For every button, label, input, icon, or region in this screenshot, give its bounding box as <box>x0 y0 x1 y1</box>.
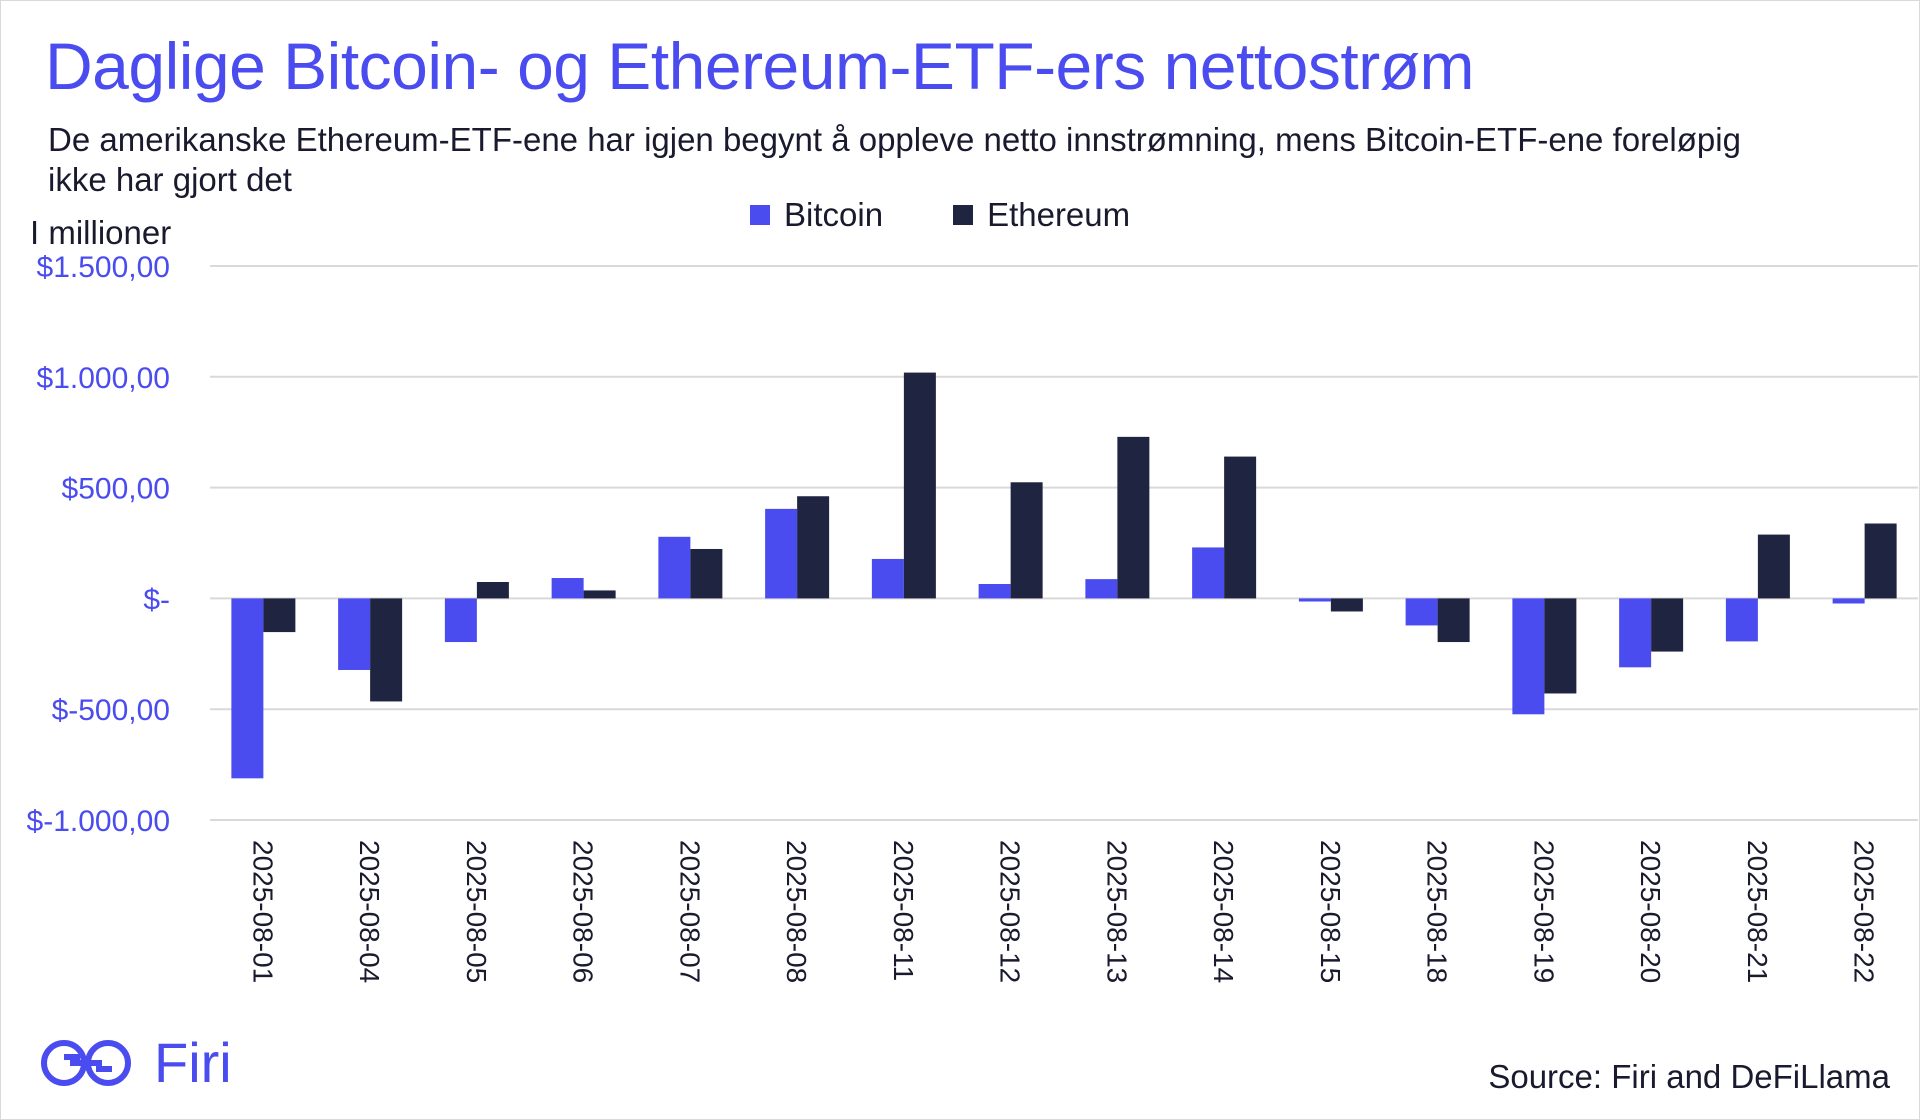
bar-ethereum-2025-08-18 <box>1437 598 1470 643</box>
bar-ethereum-2025-08-04 <box>370 598 403 702</box>
bar-bitcoin-2025-08-22 <box>1832 598 1865 604</box>
bar-bitcoin-2025-08-20 <box>1619 598 1652 668</box>
x-tick-label: 2025-08-04 <box>354 840 385 983</box>
bar-ethereum-2025-08-05 <box>476 582 509 599</box>
bar-ethereum-2025-08-07 <box>690 548 723 599</box>
x-tick-label: 2025-08-01 <box>247 840 278 983</box>
bar-ethereum-2025-08-08 <box>797 496 830 599</box>
bar-ethereum-2025-08-15 <box>1330 598 1363 612</box>
bar-ethereum-2025-08-19 <box>1544 598 1577 694</box>
bar-ethereum-2025-08-14 <box>1224 456 1257 599</box>
x-tick-label: 2025-08-07 <box>674 840 705 983</box>
y-tick-label: $-500,00 <box>52 694 170 727</box>
bar-ethereum-2025-08-11 <box>903 372 936 599</box>
bar-bitcoin-2025-08-21 <box>1725 598 1758 642</box>
firi-logo-icon <box>41 1039 131 1086</box>
bar-bitcoin-2025-08-15 <box>1298 598 1331 602</box>
x-tick-label: 2025-08-13 <box>1101 840 1132 983</box>
y-tick-label: $1.500,00 <box>37 251 170 284</box>
legend-item-bitcoin: Bitcoin <box>750 196 883 234</box>
bar-ethereum-2025-08-12 <box>1010 482 1043 599</box>
x-tick-label: 2025-08-08 <box>781 840 812 983</box>
y-tick-label: $- <box>143 583 170 616</box>
brand-name: Firi <box>154 1031 232 1094</box>
source-note: Source: Firi and DeFiLlama <box>1488 1058 1890 1095</box>
y-axis-unit-label: I millioner <box>30 214 172 251</box>
x-tick-label: 2025-08-18 <box>1422 840 1453 983</box>
x-tick-label: 2025-08-15 <box>1315 840 1346 983</box>
x-tick-label: 2025-08-14 <box>1208 840 1239 983</box>
x-tick-label: 2025-08-06 <box>568 840 599 983</box>
bar-bitcoin-2025-08-07 <box>658 536 691 599</box>
bar-bitcoin-2025-08-06 <box>551 578 584 599</box>
bar-bitcoin-2025-08-01 <box>231 598 264 779</box>
x-tick-label: 2025-08-19 <box>1528 840 1559 983</box>
legend: Bitcoin Ethereum <box>750 196 1130 234</box>
bar-ethereum-2025-08-01 <box>263 598 296 633</box>
bar-ethereum-2025-08-13 <box>1117 436 1150 599</box>
x-tick-label: 2025-08-11 <box>888 840 919 981</box>
x-tick-label: 2025-08-12 <box>995 840 1026 983</box>
chart-title: Daglige Bitcoin- og Ethereum-ETF-ers net… <box>45 29 1474 103</box>
bar-bitcoin-2025-08-05 <box>444 598 477 643</box>
legend-item-ethereum: Ethereum <box>953 196 1130 234</box>
bar-bitcoin-2025-08-19 <box>1512 598 1545 715</box>
legend-swatch-ethereum <box>953 205 974 225</box>
y-tick-label: $500,00 <box>62 473 170 506</box>
bar-ethereum-2025-08-22 <box>1864 523 1897 599</box>
x-tick-label: 2025-08-21 <box>1742 840 1773 983</box>
bar-bitcoin-2025-08-18 <box>1405 598 1438 626</box>
brand-logo: Firi <box>36 1030 232 1095</box>
bar-ethereum-2025-08-20 <box>1651 598 1684 652</box>
y-tick-label: $-1.000,00 <box>27 805 170 838</box>
y-tick-label: $1.000,00 <box>37 362 170 395</box>
x-tick-label: 2025-08-22 <box>1849 840 1880 983</box>
bar-bitcoin-2025-08-04 <box>338 598 371 670</box>
bar-bitcoin-2025-08-13 <box>1085 579 1118 599</box>
bar-ethereum-2025-08-21 <box>1757 534 1790 599</box>
bar-ethereum-2025-08-06 <box>583 590 616 599</box>
legend-label-ethereum: Ethereum <box>987 196 1131 233</box>
bar-bitcoin-2025-08-08 <box>765 508 798 599</box>
bar-bitcoin-2025-08-11 <box>871 558 904 599</box>
bar-bitcoin-2025-08-12 <box>978 583 1011 599</box>
x-tick-label: 2025-08-20 <box>1635 840 1666 983</box>
x-tick-label: 2025-08-05 <box>461 840 492 983</box>
legend-swatch-bitcoin <box>750 205 770 225</box>
bar-bitcoin-2025-08-14 <box>1192 547 1225 599</box>
legend-label-bitcoin: Bitcoin <box>784 196 884 233</box>
chart-subtitle: De amerikanske Ethereum-ETF-ene har igje… <box>48 121 1741 198</box>
